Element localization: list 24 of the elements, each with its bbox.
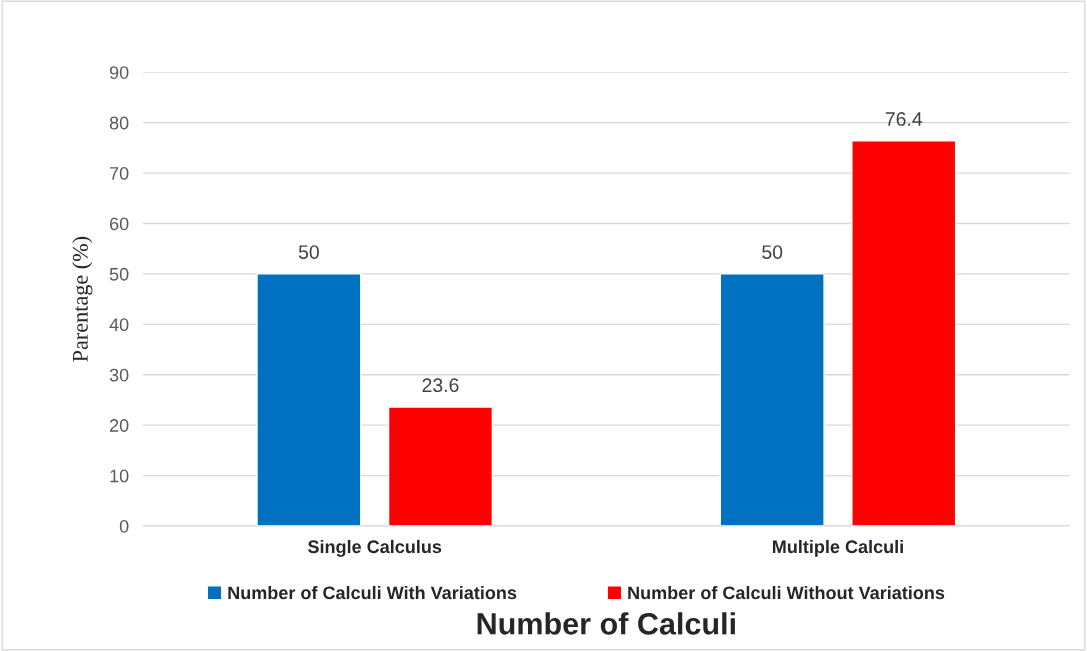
- y-tick-label: 40: [109, 318, 129, 332]
- y-axis-title: Parentage (%): [72, 236, 93, 362]
- y-tick-label: 90: [109, 66, 129, 79]
- y-tick-label: 80: [109, 116, 129, 130]
- y-tick-label: 20: [109, 419, 129, 432]
- bar: [387, 406, 494, 527]
- y-tick-label: 60: [110, 217, 129, 231]
- data-label: 50: [298, 245, 319, 259]
- bar: [719, 273, 825, 527]
- bar: [256, 273, 362, 527]
- x-tick-label: Single Calculus: [307, 539, 442, 557]
- y-tick-label: 10: [110, 469, 129, 483]
- data-label: 50: [762, 245, 783, 259]
- y-tick-label: 50: [109, 267, 129, 281]
- y-tick-label: 70: [110, 167, 129, 180]
- y-tick-label: 30: [109, 368, 129, 382]
- y-tick-label: 0: [119, 519, 129, 533]
- data-label: 23.6: [422, 378, 459, 393]
- data-label: 76.4: [885, 112, 923, 126]
- bar: [851, 140, 957, 527]
- legend-label: Number of Calculi Without Variations: [628, 585, 945, 600]
- x-tick-label: Multiple Calculi: [772, 539, 903, 557]
- legend-label: Number of Calculi With Variations: [228, 585, 517, 600]
- x-axis-title: Number of Calculi: [477, 612, 735, 635]
